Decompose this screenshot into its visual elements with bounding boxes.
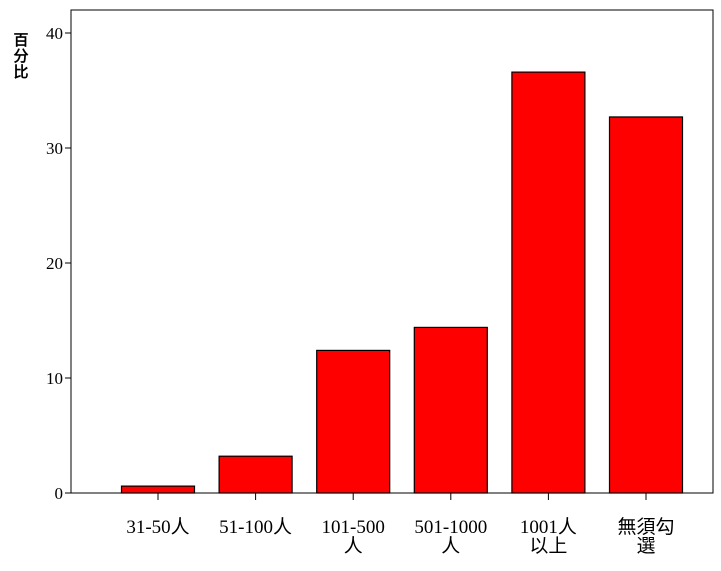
x-tick-label: 31-50人	[126, 516, 189, 538]
x-tick-label: 101-500 人	[322, 517, 385, 557]
bar	[511, 71, 586, 494]
bar	[608, 116, 684, 494]
plot-frame	[70, 9, 714, 494]
bar	[413, 326, 488, 494]
bar	[316, 349, 391, 494]
y-tick-label: 20	[46, 254, 63, 273]
y-tick-label: 0	[55, 484, 64, 503]
x-axis: 31-50人 51-100人 101-500 人 501-1000 人 1001人以上無須勾…	[126, 493, 675, 557]
x-tick-label: 1001人以上	[520, 516, 577, 557]
x-tick-label: 501-1000 人	[414, 517, 487, 557]
bar	[218, 455, 293, 494]
x-tick-label: 51-100人	[219, 516, 292, 538]
y-tick-label: 30	[46, 139, 63, 158]
x-tick-label: 無須勾選	[617, 516, 674, 557]
y-axis-label: 百分比	[13, 31, 28, 81]
y-tick-label: 40	[46, 24, 63, 43]
y-axis: 0 10 20 30 40	[46, 24, 71, 503]
bars	[120, 71, 684, 494]
y-tick-label: 10	[46, 369, 63, 388]
bar	[120, 485, 196, 494]
